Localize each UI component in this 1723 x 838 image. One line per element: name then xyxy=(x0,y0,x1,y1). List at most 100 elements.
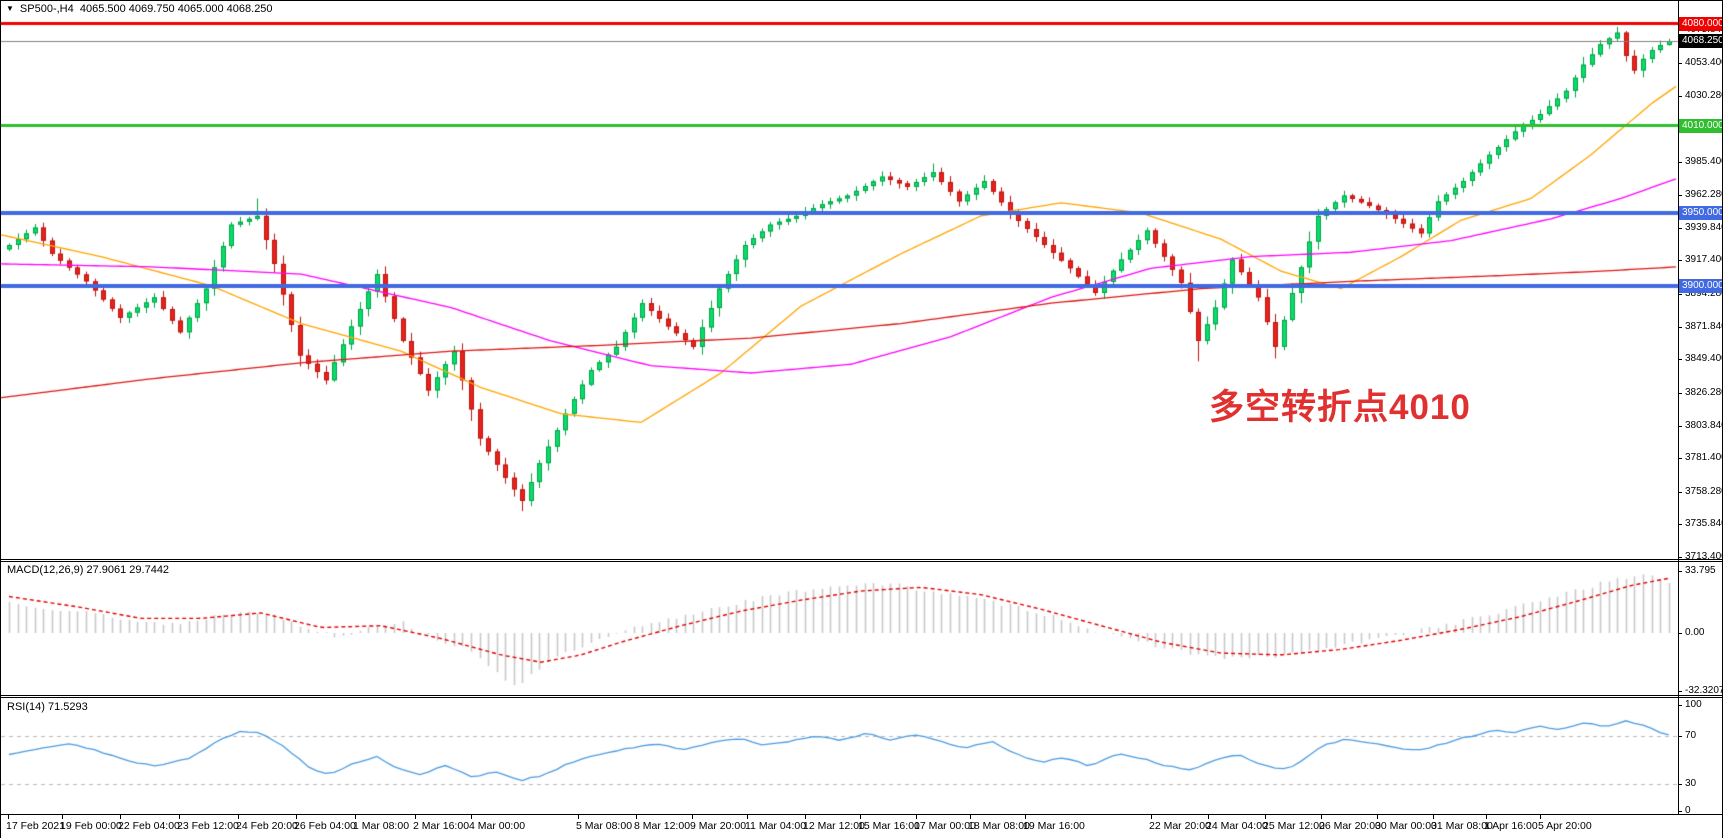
rsi-axis-label: 100 xyxy=(1685,699,1702,710)
price-axis[interactable]: 4075.8404053.4004030.2804007.8403985.400… xyxy=(1678,1,1723,815)
time-axis-label: 15 Mar 16:00 xyxy=(858,820,920,832)
price-axis-label: 3803.840 xyxy=(1685,420,1723,431)
price-badge-4010: 4010.000 xyxy=(1679,119,1722,133)
price-axis-label: 3758.280 xyxy=(1685,486,1723,497)
panel-divider xyxy=(1,697,1722,698)
time-axis-label: 9 Mar 20:00 xyxy=(690,820,747,832)
price-axis-tick xyxy=(1678,327,1682,328)
time-axis-tick xyxy=(692,815,693,819)
price-axis-tick xyxy=(1678,393,1682,394)
panel-divider xyxy=(1,695,1722,696)
price-axis-label: 3849.400 xyxy=(1685,353,1723,364)
time-axis-tick xyxy=(916,815,917,819)
time-axis-label: 22 Mar 20:00 xyxy=(1149,820,1211,832)
time-axis-tick xyxy=(636,815,637,819)
symbol-dropdown-icon[interactable]: ▼ xyxy=(6,4,14,13)
time-axis-label: 8 Mar 12:00 xyxy=(634,820,691,832)
time-axis-tick xyxy=(1377,815,1378,819)
rsi-axis-label: 30 xyxy=(1685,778,1697,789)
price-axis-tick xyxy=(1678,228,1682,229)
price-annotation: 多空转折点4010 xyxy=(1209,388,1471,427)
price-axis-tick xyxy=(1678,294,1682,295)
rsi-axis-tick xyxy=(1678,705,1682,706)
time-axis-label: 5 Mar 08:00 xyxy=(576,820,633,832)
time-axis-tick xyxy=(578,815,579,819)
price-badge-3950: 3950.000 xyxy=(1679,206,1722,220)
ohlc-values: 4065.500 4069.750 4065.000 4068.250 xyxy=(79,3,273,15)
time-axis-label: 26 Feb 04:00 xyxy=(294,820,356,832)
time-axis-label: 1 Mar 08:00 xyxy=(353,820,410,832)
time-axis-tick xyxy=(355,815,356,819)
panel-divider xyxy=(1,814,1722,815)
macd-axis-label: 33.795 xyxy=(1685,565,1716,576)
time-axis-label: 26 Mar 20:00 xyxy=(1319,820,1381,832)
rsi-axis-tick xyxy=(1678,736,1682,737)
time-axis-tick xyxy=(1025,815,1026,819)
time-axis-tick xyxy=(296,815,297,819)
macd-axis-tick xyxy=(1678,571,1682,572)
title-bar: ▼ SP500-,H4 4065.500 4069.750 4065.000 40… xyxy=(6,3,273,17)
time-axis-tick xyxy=(805,815,806,819)
time-axis-tick xyxy=(1151,815,1152,819)
time-axis-label: 24 Mar 04:00 xyxy=(1206,820,1268,832)
panel-divider xyxy=(1,559,1722,560)
time-axis-label: 17 Mar 00:00 xyxy=(914,820,976,832)
rsi-axis-tick xyxy=(1678,811,1682,812)
time-axis-tick xyxy=(179,815,180,819)
time-axis-label: 25 Mar 12:00 xyxy=(1263,820,1325,832)
time-axis-tick xyxy=(860,815,861,819)
price-axis-tick xyxy=(1678,96,1682,97)
time-axis-tick xyxy=(1321,815,1322,819)
price-axis-tick xyxy=(1678,162,1682,163)
macd-axis-tick xyxy=(1678,633,1682,634)
time-axis-tick xyxy=(747,815,748,819)
price-axis-tick xyxy=(1678,260,1682,261)
time-axis-tick xyxy=(1208,815,1209,819)
price-axis-label: 3894.280 xyxy=(1685,288,1723,299)
price-badge-3900: 3900.000 xyxy=(1679,279,1722,293)
time-axis-label: 31 Mar 08:00 xyxy=(1431,820,1493,832)
price-axis-label: 4053.400 xyxy=(1685,57,1723,68)
time-axis-label: 5 Apr 20:00 xyxy=(1538,820,1592,832)
time-axis-tick xyxy=(471,815,472,819)
time-axis-label: 4 Mar 00:00 xyxy=(469,820,526,832)
time-axis-tick xyxy=(1433,815,1434,819)
rsi-axis-tick xyxy=(1678,784,1682,785)
price-axis-label: 3985.400 xyxy=(1685,156,1723,167)
time-axis-tick xyxy=(1540,815,1541,819)
time-axis-tick xyxy=(415,815,416,819)
price-badge-4080: 4080.000 xyxy=(1679,17,1722,31)
price-axis-tick xyxy=(1678,359,1682,360)
time-axis-label: 19 Feb 00:00 xyxy=(60,820,122,832)
macd-canvas[interactable] xyxy=(1,562,1678,695)
rsi-axis-label: 70 xyxy=(1685,730,1697,741)
time-axis-label: 2 Mar 16:00 xyxy=(413,820,470,832)
price-axis-tick xyxy=(1678,63,1682,64)
time-axis-tick xyxy=(62,815,63,819)
symbol-title: SP500-,H4 xyxy=(19,3,74,15)
price-axis-label: 3781.400 xyxy=(1685,452,1723,463)
price-axis-label: 3735.840 xyxy=(1685,518,1723,529)
price-axis-tick xyxy=(1678,195,1682,196)
chart-axis-separator xyxy=(1678,1,1679,815)
rsi-axis-label: 0 xyxy=(1685,805,1691,816)
price-axis-label: 3939.840 xyxy=(1685,222,1723,233)
time-axis-tick xyxy=(120,815,121,819)
price-chart-canvas[interactable] xyxy=(1,1,1678,560)
time-axis[interactable]: 17 Feb 2021 19 Feb 00:00 22 Feb 04:00 23 Fe… xyxy=(1,816,1722,838)
time-axis-label: 23 Feb 12:00 xyxy=(177,820,239,832)
rsi-canvas[interactable] xyxy=(1,698,1678,814)
time-axis-tick xyxy=(1265,815,1266,819)
time-axis-label: 18 Mar 08:00 xyxy=(968,820,1030,832)
price-axis-label: 3826.280 xyxy=(1685,387,1723,398)
price-axis-label: 3962.280 xyxy=(1685,189,1723,200)
macd-axis-label: 0.00 xyxy=(1685,627,1705,638)
macd-axis-tick xyxy=(1678,691,1682,692)
time-axis-label: 11 Mar 04:00 xyxy=(745,820,807,832)
time-axis-label: 30 Mar 00:00 xyxy=(1375,820,1437,832)
price-axis-label: 3917.400 xyxy=(1685,254,1723,265)
macd-indicator-label: MACD(12,26,9) 27.9061 29.7442 xyxy=(7,564,170,576)
time-axis-tick xyxy=(1486,815,1487,819)
price-axis-tick xyxy=(1678,557,1682,558)
time-axis-label: 19 Mar 16:00 xyxy=(1023,820,1085,832)
